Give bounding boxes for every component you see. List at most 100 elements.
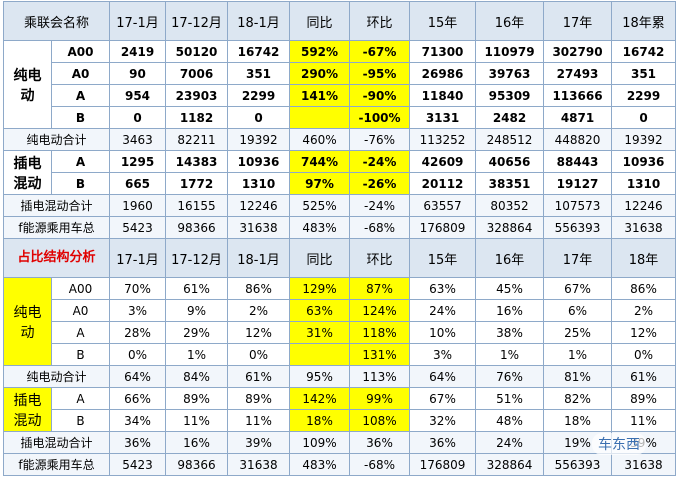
table-section: 乘联会名称 17-1月 17-12月 18-1月 同比 环比 15年 16年 17年 18年累 纯电… bbox=[2, 1, 677, 239]
data-cell: 39763 bbox=[475, 62, 545, 85]
data-cell: -24% bbox=[349, 194, 411, 217]
data-cell: 4871 bbox=[543, 106, 613, 129]
data-cell: 3131 bbox=[409, 106, 477, 129]
data-cell: 5423 bbox=[109, 453, 167, 476]
data-cell: 0 bbox=[109, 106, 167, 129]
row-label: A0 bbox=[50, 62, 111, 85]
data-cell: 67% bbox=[543, 277, 613, 300]
header-cell: 17年 bbox=[543, 238, 613, 278]
data-cell: 11% bbox=[227, 409, 291, 432]
data-cell: 34% bbox=[109, 409, 167, 432]
data-cell: 556393 bbox=[543, 216, 613, 239]
data-cell: 954 bbox=[109, 84, 167, 107]
data-cell: 0% bbox=[611, 343, 677, 366]
data-cell: 118% bbox=[349, 321, 411, 344]
data-cell: 3% bbox=[409, 343, 477, 366]
data-cell: 87% bbox=[349, 277, 411, 300]
subtotal-row: 插电混动合计 1960 16155 12246 525% -24% 63557 80352 10… bbox=[2, 194, 677, 217]
header-cell: 18年 bbox=[611, 238, 677, 278]
data-cell: 10% bbox=[409, 321, 477, 344]
data-cell bbox=[289, 106, 351, 129]
data-cell: -26% bbox=[349, 172, 411, 195]
row-label: B bbox=[50, 106, 111, 129]
data-cell: -67% bbox=[349, 40, 411, 63]
data-cell: 1% bbox=[475, 343, 545, 366]
header-cell: 16年 bbox=[475, 238, 545, 278]
data-cell: -90% bbox=[349, 84, 411, 107]
header-cell: 环比 bbox=[349, 1, 411, 41]
data-cell: -76% bbox=[349, 128, 411, 151]
data-cell: 45% bbox=[475, 277, 545, 300]
data-cell: -100% bbox=[349, 106, 411, 129]
data-cell: 31638 bbox=[227, 216, 291, 239]
group-label: 纯电动 bbox=[3, 277, 52, 366]
data-cell: 28% bbox=[109, 321, 167, 344]
data-cell: 64% bbox=[409, 365, 477, 388]
data-cell: 64% bbox=[109, 365, 167, 388]
data-cell: 302790 bbox=[543, 40, 613, 63]
item-row: 纯电动 A00 70% 61% 86% 129% 87% 63% 45% 67% 86% bbox=[3, 277, 677, 366]
data-cell: 42609 bbox=[409, 150, 477, 173]
header-cell: 16年 bbox=[475, 1, 545, 41]
data-cell: 351 bbox=[611, 62, 677, 85]
data-cell: 27493 bbox=[543, 62, 613, 85]
data-cell: 16% bbox=[475, 299, 545, 322]
header-cell: 同比 bbox=[289, 1, 351, 41]
data-cell: 63557 bbox=[409, 194, 477, 217]
item-row: B 665 1772 1310 97% -26% 20112 38351 19127 1310 bbox=[4, 172, 677, 195]
data-cell: 24% bbox=[475, 431, 545, 454]
data-cell: 12246 bbox=[611, 194, 677, 217]
header-cell: 17-1月 bbox=[109, 238, 167, 278]
row-label: A bbox=[50, 321, 111, 344]
data-cell: 176809 bbox=[409, 216, 477, 239]
data-cell: 248512 bbox=[475, 128, 545, 151]
data-cell: 131% bbox=[349, 343, 411, 366]
data-cell: 744% bbox=[289, 150, 351, 173]
data-cell: 176809 bbox=[409, 453, 477, 476]
data-cell: 18% bbox=[289, 409, 351, 432]
header-cell: 15年 bbox=[409, 1, 477, 41]
data-cell: 19392 bbox=[611, 128, 677, 151]
data-cell: 1960 bbox=[109, 194, 167, 217]
row-label: B bbox=[50, 343, 111, 366]
data-cell: 82% bbox=[543, 387, 613, 410]
watermark: 车东西 bbox=[592, 433, 646, 455]
row-label: A bbox=[50, 387, 111, 410]
data-cell: 1% bbox=[165, 343, 229, 366]
row-label: f能源乘用车总 bbox=[2, 453, 111, 476]
row-label: 插电混动合计 bbox=[2, 431, 111, 454]
row-label: f能源乘用车总 bbox=[2, 216, 111, 239]
data-cell: 0 bbox=[227, 106, 291, 129]
data-cell: 11% bbox=[165, 409, 229, 432]
header-row: 乘联会名称 17-1月 17-12月 18-1月 同比 环比 15年 16年 17年 18年累 bbox=[2, 1, 677, 41]
data-cell: 665 bbox=[109, 172, 167, 195]
header-cell: 18-1月 bbox=[227, 1, 291, 41]
data-cell: 48% bbox=[475, 409, 545, 432]
data-cell: 107573 bbox=[543, 194, 613, 217]
data-cell: 16% bbox=[165, 431, 229, 454]
data-cell bbox=[289, 343, 351, 366]
data-cell: 36% bbox=[409, 431, 477, 454]
data-cell: 12246 bbox=[227, 194, 291, 217]
data-cell: -68% bbox=[349, 453, 411, 476]
data-cell: 483% bbox=[289, 453, 351, 476]
data-cell: 16742 bbox=[611, 40, 677, 63]
item-row: A0 3% 9% 2% 63% 124% 24% 16% 6% 2% bbox=[4, 299, 677, 322]
data-cell: 95% bbox=[289, 365, 351, 388]
data-cell: 2482 bbox=[475, 106, 545, 129]
header-cell: 乘联会名称 bbox=[2, 1, 111, 41]
data-cell: 351 bbox=[227, 62, 291, 85]
data-cell: 12% bbox=[227, 321, 291, 344]
data-cell: 29% bbox=[165, 321, 229, 344]
data-cell: 67% bbox=[409, 387, 477, 410]
data-cell: 1310 bbox=[227, 172, 291, 195]
data-cell: 82211 bbox=[165, 128, 229, 151]
header-cell: 环比 bbox=[349, 238, 411, 278]
data-cell: 460% bbox=[289, 128, 351, 151]
header-row: 占比结构分析 17-1月 17-12月 18-1月 同比 环比 15年 16年 17年 18年 bbox=[2, 238, 677, 278]
header-cell: 18年累 bbox=[611, 1, 677, 41]
data-cell: 98366 bbox=[165, 216, 229, 239]
